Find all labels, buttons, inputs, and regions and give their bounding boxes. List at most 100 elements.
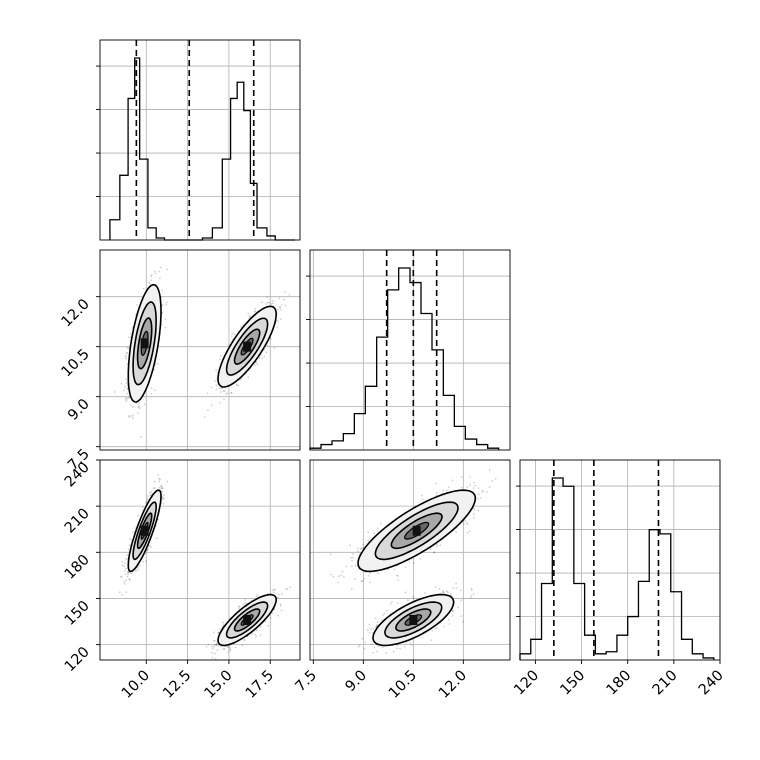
sample-point [125,382,128,384]
sample-point [244,599,247,601]
sample-point [126,397,129,400]
sample-point [272,591,275,594]
sample-point [270,616,272,619]
sample-point [142,560,144,563]
sample-point [146,495,149,497]
sample-point [212,645,215,648]
panel-background [310,250,510,450]
sample-point [466,531,469,534]
sample-point [216,649,219,652]
sample-point [369,581,372,584]
sample-point [126,351,128,354]
sample-point [210,404,213,407]
sample-point [150,546,153,549]
sample-point [158,277,161,280]
sample-point [123,562,126,565]
sample-point [472,487,475,490]
sample-point [159,478,161,481]
sample-point [246,635,249,638]
sample-point [125,558,127,560]
sample-point [141,506,144,509]
sample-point [231,332,234,334]
sample-point [124,573,127,576]
sample-point [330,573,333,576]
sample-point [161,311,164,314]
sample-point [128,571,131,574]
sample-point [131,406,134,408]
sample-point [254,633,256,636]
sample-point [219,391,222,393]
sample-point [214,380,216,383]
sample-point [264,303,267,305]
sample-point [125,378,127,381]
sample-point [256,594,259,596]
sample-point [215,642,218,645]
sample-point [439,544,442,547]
sample-point [278,297,281,300]
sample-point [158,477,160,480]
sample-point [227,646,230,649]
sample-point [131,327,134,329]
sample-point [249,315,252,318]
sample-point [466,523,469,526]
sample-point [213,639,216,642]
sample-point [146,548,149,551]
sample-point [248,315,251,318]
sample-point [218,387,221,390]
sample-point [373,532,376,535]
scatter-content [329,469,497,655]
sample-point [132,531,134,533]
sample-point [123,565,126,568]
sample-point [265,351,268,354]
sample-point [124,354,127,357]
sample-point [222,624,225,626]
sample-point [145,559,148,562]
sample-point [136,412,139,414]
sample-point [241,644,244,647]
sample-point [145,500,148,503]
sample-point [136,304,138,306]
sample-point [404,565,407,568]
sample-point [228,646,231,649]
sample-point [269,338,272,340]
sample-point [161,487,164,489]
sample-point [166,268,168,271]
sample-point [120,576,123,578]
sample-point [124,357,127,360]
sample-point [288,294,291,296]
sample-point [149,282,152,285]
panel-frame [99,249,301,451]
sample-point [255,595,258,598]
sample-point [153,389,156,392]
sample-point [255,635,257,638]
sample-point [432,551,435,554]
sample-point [240,377,243,380]
sample-point [284,290,286,293]
scatter-panel [99,249,301,451]
sample-point [279,603,282,606]
sample-point [123,389,125,392]
sample-point [254,307,256,310]
sample-point [435,482,437,485]
sample-point [469,476,472,478]
sample-point [163,497,165,500]
sample-point [132,417,134,419]
sample-point [211,647,214,650]
panel-frame [99,459,301,661]
sample-point [233,333,236,336]
sample-point [235,384,238,387]
sample-point [161,289,164,292]
sample-point [473,481,475,484]
sample-point [278,306,281,309]
sample-point [130,332,133,335]
sample-point [128,416,130,418]
sample-point [258,356,261,359]
sample-point [126,392,129,395]
sample-point [271,589,274,591]
sample-point [137,406,140,409]
sample-point [220,387,223,390]
sample-point [230,392,233,394]
sample-point [137,568,140,571]
sample-point [153,487,156,489]
